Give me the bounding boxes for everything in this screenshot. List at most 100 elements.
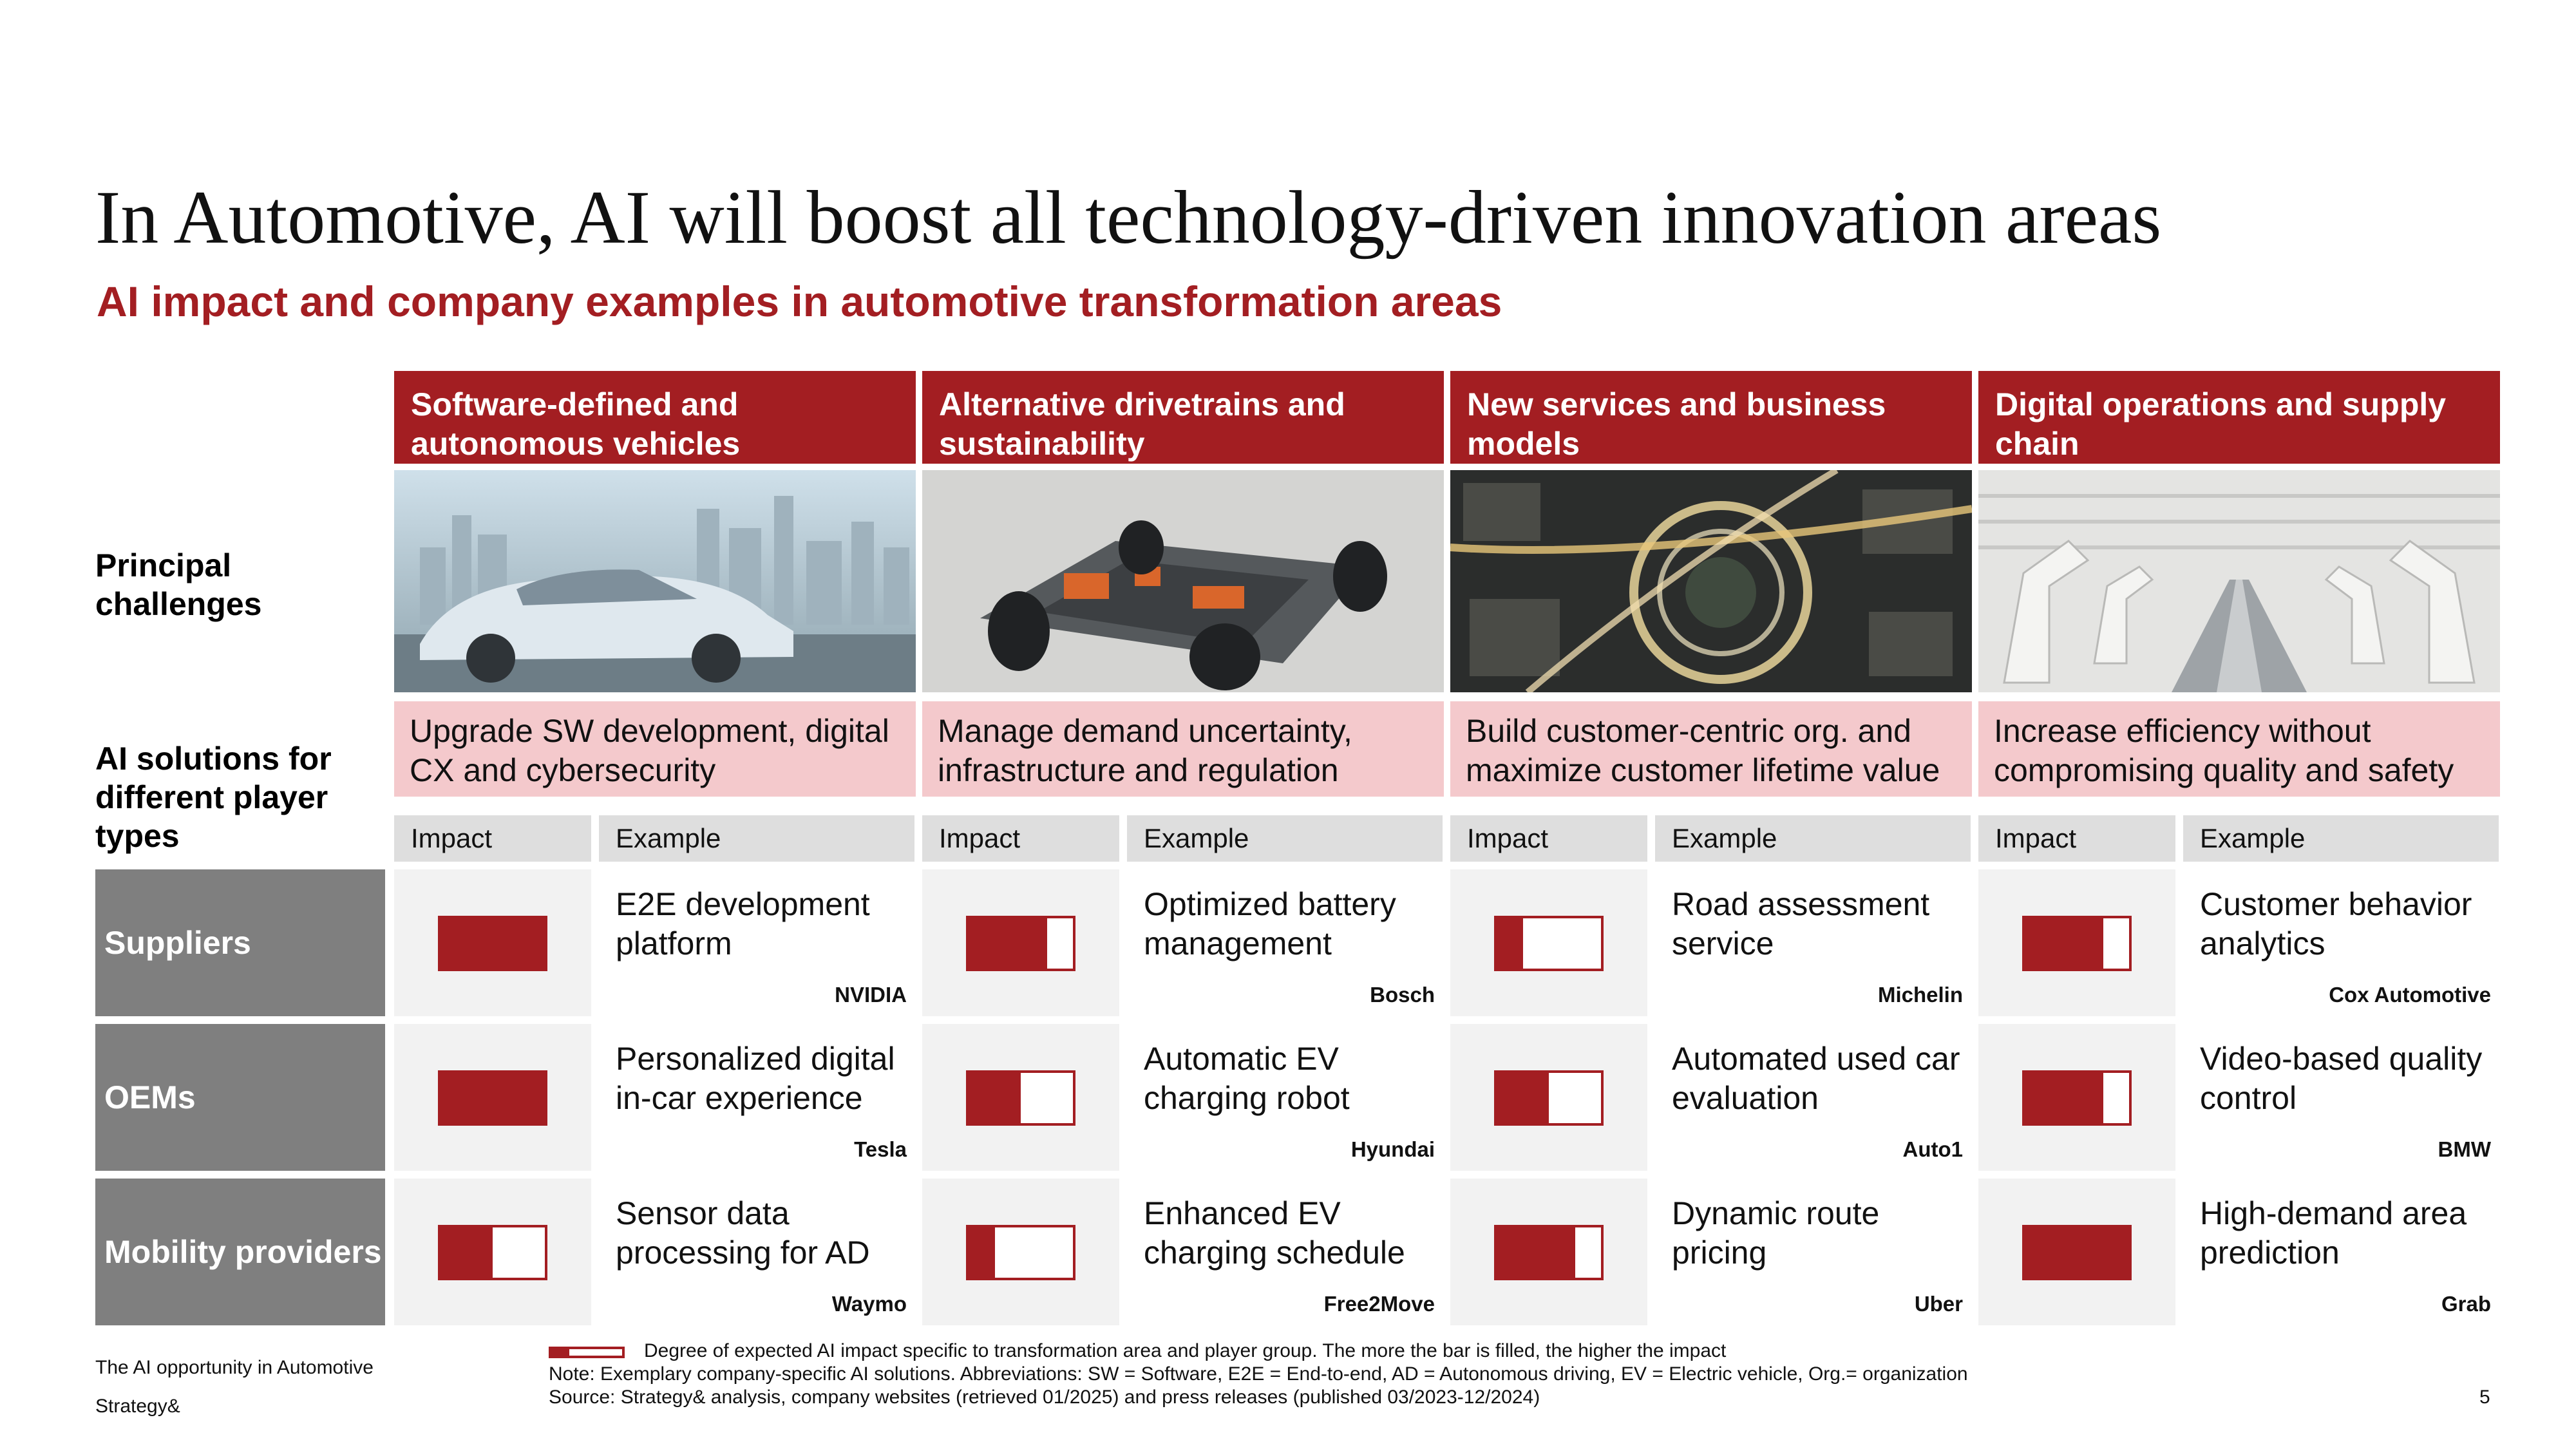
example-text: Personalized digital in-car experience (616, 1041, 895, 1116)
impact-bar-fill (440, 918, 545, 969)
player-label-suppliers: Suppliers (95, 869, 385, 1016)
example-company: Cox Automotive (2329, 983, 2491, 1007)
column-header-1: Software-defined and autonomous vehicles (394, 371, 916, 464)
impact-bar-fill (2025, 918, 2103, 969)
page-subtitle: AI impact and company examples in automo… (97, 278, 1502, 325)
impact-subheader-1: Impact (394, 815, 591, 862)
impact-cell (1450, 869, 1647, 1016)
example-company: Michelin (1877, 983, 1963, 1007)
impact-cell (1450, 1179, 1647, 1325)
example-company: Tesla (854, 1137, 907, 1161)
example-text: Video-based quality control (2200, 1041, 2483, 1116)
impact-cell (922, 1024, 1119, 1171)
example-text: Automated used car evaluation (1672, 1041, 1960, 1116)
player-label-oems: OEMs (95, 1024, 385, 1171)
impact-cell (394, 869, 591, 1016)
impact-bar (1494, 916, 1604, 971)
example-cell: Automatic EV charging robot Hyundai (1127, 1024, 1443, 1171)
example-subheader-2: Example (1127, 815, 1443, 862)
example-company: Grab (2441, 1292, 2491, 1316)
impact-bar-fill (1497, 1073, 1549, 1123)
example-company: Uber (1914, 1292, 1963, 1316)
example-company: Auto1 (1902, 1137, 1964, 1161)
robot-factory-image (1978, 470, 2500, 692)
example-cell: E2E development platform NVIDIA (599, 869, 914, 1016)
example-text: Dynamic route pricing (1672, 1195, 1880, 1271)
page-number: 5 (2479, 1387, 2490, 1408)
example-cell: Dynamic route pricing Uber (1655, 1179, 1971, 1325)
impact-subheader-2: Impact (922, 815, 1119, 862)
impact-subheader-4: Impact (1978, 815, 2175, 862)
example-company: Hyundai (1350, 1137, 1435, 1161)
challenge-1: Upgrade SW development, digital CX and c… (394, 701, 916, 797)
challenge-2: Manage demand uncertainty, infrastructur… (922, 701, 1444, 797)
challenge-3: Build customer-centric org. and maximize… (1450, 701, 1972, 797)
impact-bar-fill (440, 1073, 545, 1123)
footnote-source: Source: Strategy& analysis, company webs… (549, 1387, 1540, 1408)
impact-bar-fill (969, 1227, 995, 1278)
example-company: NVIDIA (835, 983, 907, 1007)
ev-chassis-image (922, 470, 1444, 692)
impact-cell (394, 1024, 591, 1171)
example-text: Customer behavior analytics (2200, 886, 2472, 961)
autonomous-car-city-image (394, 470, 916, 692)
example-subheader-3: Example (1655, 815, 1971, 862)
impact-cell (1978, 1024, 2175, 1171)
impact-bar (966, 916, 1075, 971)
document-title: The AI opportunity in Automotive (95, 1357, 374, 1378)
player-label-mobility-providers: Mobility providers (95, 1179, 385, 1325)
example-company: Free2Move (1323, 1292, 1435, 1316)
impact-bar-fill (969, 1073, 1021, 1123)
impact-cell (1978, 869, 2175, 1016)
example-cell: Enhanced EV charging schedule Free2Move (1127, 1179, 1443, 1325)
impact-cell (922, 869, 1119, 1016)
impact-bar-fill (2025, 1073, 2103, 1123)
impact-bar (438, 916, 547, 971)
example-text: Automatic EV charging robot (1144, 1041, 1350, 1116)
legend-text: Degree of expected AI impact specific to… (644, 1340, 1727, 1361)
example-cell: Customer behavior analytics Cox Automotiv… (2183, 869, 2499, 1016)
example-cell: Video-based quality control BMW (2183, 1024, 2499, 1171)
impact-cell (922, 1179, 1119, 1325)
example-company: Bosch (1370, 983, 1435, 1007)
example-text: E2E development platform (616, 886, 870, 961)
example-cell: Automated used car evaluation Auto1 (1655, 1024, 1971, 1171)
example-text: High-demand area prediction (2200, 1195, 2467, 1271)
row-label-challenges: Principal challenges (95, 547, 262, 622)
example-text: Optimized battery management (1144, 886, 1396, 961)
impact-bar (1494, 1225, 1604, 1280)
impact-bar-fill (2025, 1227, 2129, 1278)
example-cell: Sensor data processing for AD Waymo (599, 1179, 914, 1325)
impact-bar-fill (440, 1227, 493, 1278)
example-cell: High-demand area prediction Grab (2183, 1179, 2499, 1325)
example-subheader-1: Example (599, 815, 914, 862)
column-header-4: Digital operations and supply chain (1978, 371, 2500, 464)
column-header-3: New services and business models (1450, 371, 1972, 464)
example-text: Road assessment service (1672, 886, 1930, 961)
impact-cell (394, 1179, 591, 1325)
impact-bar-fill (969, 918, 1047, 969)
example-text: Sensor data processing for AD (616, 1195, 870, 1271)
impact-bar (2022, 1070, 2132, 1126)
impact-bar (966, 1070, 1075, 1126)
impact-bar (1494, 1070, 1604, 1126)
impact-bar (438, 1225, 547, 1280)
city-highway-night-image (1450, 470, 1972, 692)
challenge-4: Increase efficiency without compromising… (1978, 701, 2500, 797)
impact-bar (438, 1070, 547, 1126)
page-title: In Automotive, AI will boost all technol… (95, 175, 2162, 260)
impact-cell (1978, 1179, 2175, 1325)
example-company: Waymo (831, 1292, 907, 1316)
legend-impact-bar-fill (551, 1349, 569, 1356)
footnote-note: Note: Exemplary company-specific AI solu… (549, 1363, 1968, 1385)
impact-bar-fill (1497, 1227, 1575, 1278)
legend-impact-bar (549, 1347, 625, 1358)
example-cell: Personalized digital in-car experience Te… (599, 1024, 914, 1171)
example-text: Enhanced EV charging schedule (1144, 1195, 1405, 1271)
impact-bar (966, 1225, 1075, 1280)
column-header-2: Alternative drivetrains and sustainabili… (922, 371, 1444, 464)
example-subheader-4: Example (2183, 815, 2499, 862)
brand-name: Strategy& (95, 1396, 180, 1417)
example-cell: Optimized battery management Bosch (1127, 869, 1443, 1016)
example-company: BMW (2438, 1137, 2491, 1161)
